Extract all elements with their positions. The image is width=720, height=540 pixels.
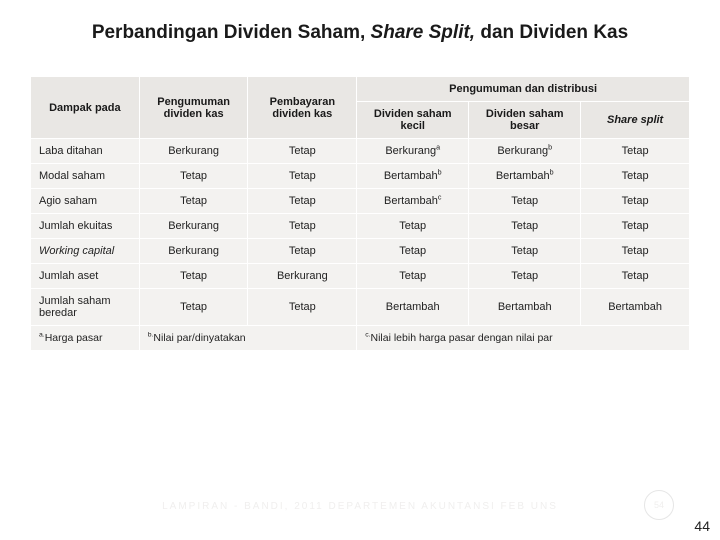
- cell: Tetap: [357, 214, 469, 239]
- cell: Tetap: [248, 189, 357, 214]
- cell: Tetap: [139, 289, 248, 326]
- footer-text: LAMPIRAN - BANDI, 2011 DEPARTEMEN AKUNTA…: [0, 501, 720, 512]
- cell: Bertambah: [469, 289, 581, 326]
- cell: Tetap: [248, 289, 357, 326]
- superscript: c: [438, 193, 442, 201]
- table-row: Jumlah asetTetapBerkurangTetapTetapTetap: [31, 264, 690, 289]
- row-header: Agio saham: [31, 189, 140, 214]
- footer-circle-icon: 54: [644, 490, 674, 520]
- row-header: Modal saham: [31, 164, 140, 189]
- cell: Tetap: [581, 214, 690, 239]
- col-header-saham-besar: Dividen saham besar: [469, 102, 581, 139]
- comparison-table: Dampak pada Pengumuman dividen kas Pemba…: [30, 76, 690, 351]
- cell: Tetap: [139, 189, 248, 214]
- cell: Berkurangb: [469, 139, 581, 164]
- col-header-dampak: Dampak pada: [31, 77, 140, 139]
- cell: Tetap: [357, 264, 469, 289]
- cell: Berkurang: [139, 239, 248, 264]
- table-row: Modal sahamTetapTetapBertambahbBertambah…: [31, 164, 690, 189]
- cell: Bertambahc: [357, 189, 469, 214]
- cell: Bertambahb: [469, 164, 581, 189]
- table-row: Jumlah ekuitasBerkurangTetapTetapTetapTe…: [31, 214, 690, 239]
- col-header-group: Pengumuman dan distribusi: [357, 77, 690, 102]
- table-header: Dampak pada Pengumuman dividen kas Pemba…: [31, 77, 690, 139]
- footnote-c: c.Nilai lebih harga pasar dengan nilai p…: [357, 326, 690, 351]
- cell: Bertambah: [357, 289, 469, 326]
- title-part-2-italic: Share Split,: [371, 22, 476, 43]
- row-header: Jumlah saham beredar: [31, 289, 140, 326]
- cell: Tetap: [581, 164, 690, 189]
- cell: Tetap: [581, 189, 690, 214]
- cell: Berkurang: [248, 264, 357, 289]
- cell: Tetap: [357, 239, 469, 264]
- slide-title: Perbandingan Dividen Saham, Share Split,…: [30, 22, 690, 44]
- table-row: Working capitalBerkurangTetapTetapTetapT…: [31, 239, 690, 264]
- row-header: Jumlah aset: [31, 264, 140, 289]
- footnote-row: a.Harga pasarb.Nilai par/dinyatakanc.Nil…: [31, 326, 690, 351]
- footnote-b: b.Nilai par/dinyatakan: [139, 326, 356, 351]
- table-row: Jumlah saham beredarTetapTetapBertambahB…: [31, 289, 690, 326]
- cell: Berkurang: [139, 214, 248, 239]
- cell: Tetap: [581, 239, 690, 264]
- table-row: Agio sahamTetapTetapBertambahcTetapTetap: [31, 189, 690, 214]
- col-header-pembayaran-kas: Pembayaran dividen kas: [248, 77, 357, 139]
- cell: Tetap: [248, 214, 357, 239]
- cell: Tetap: [469, 264, 581, 289]
- cell: Tetap: [248, 139, 357, 164]
- cell: Tetap: [139, 164, 248, 189]
- col-header-share-split: Share split: [581, 102, 690, 139]
- table-row: Laba ditahanBerkurangTetapBerkurangaBerk…: [31, 139, 690, 164]
- cell: Tetap: [139, 264, 248, 289]
- col-header-pengumuman-kas: Pengumuman dividen kas: [139, 77, 248, 139]
- col-header-saham-kecil: Dividen saham kecil: [357, 102, 469, 139]
- cell: Tetap: [581, 264, 690, 289]
- page-number: 44: [694, 518, 710, 534]
- cell: Tetap: [248, 164, 357, 189]
- cell: Berkurang: [139, 139, 248, 164]
- superscript: b: [548, 143, 552, 151]
- cell: Berkuranga: [357, 139, 469, 164]
- cell: Tetap: [581, 139, 690, 164]
- title-part-3: dan Dividen Kas: [475, 22, 628, 43]
- superscript: a: [436, 143, 440, 151]
- superscript: b: [438, 168, 442, 176]
- row-header: Jumlah ekuitas: [31, 214, 140, 239]
- slide: Perbandingan Dividen Saham, Share Split,…: [0, 0, 720, 540]
- row-header: Working capital: [31, 239, 140, 264]
- footnote-a: a.Harga pasar: [31, 326, 140, 351]
- cell: Tetap: [469, 239, 581, 264]
- cell: Tetap: [469, 189, 581, 214]
- row-header: Laba ditahan: [31, 139, 140, 164]
- title-part-1: Perbandingan Dividen Saham,: [92, 22, 371, 43]
- superscript: b: [550, 168, 554, 176]
- cell: Bertambahb: [357, 164, 469, 189]
- cell: Tetap: [248, 239, 357, 264]
- cell: Tetap: [469, 214, 581, 239]
- cell: Bertambah: [581, 289, 690, 326]
- table-body: Laba ditahanBerkurangTetapBerkurangaBerk…: [31, 139, 690, 351]
